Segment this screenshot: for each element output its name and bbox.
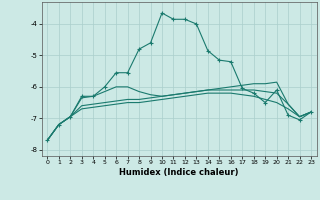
X-axis label: Humidex (Indice chaleur): Humidex (Indice chaleur) xyxy=(119,168,239,177)
